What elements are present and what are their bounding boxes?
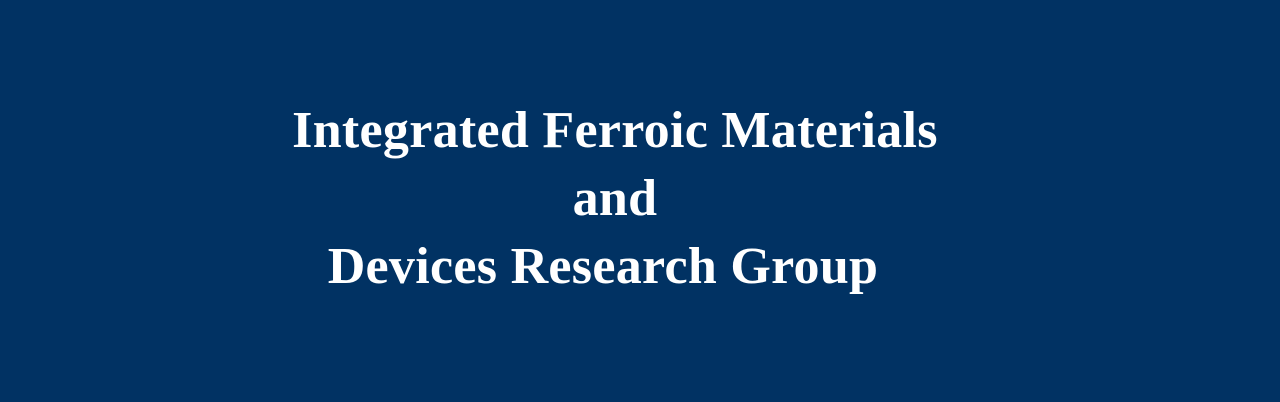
title-line-3: Devices Research Group: [327, 238, 879, 295]
title-line-2: and: [572, 170, 658, 227]
title-line-1: Integrated Ferroic Materials: [292, 102, 938, 159]
group-title: Integrated Ferroic Materials and Devices…: [0, 97, 1230, 301]
